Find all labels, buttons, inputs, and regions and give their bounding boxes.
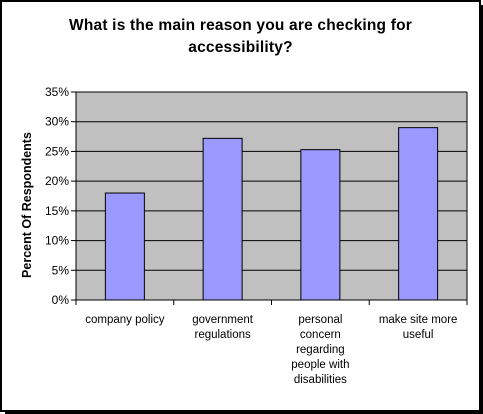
bar (300, 149, 341, 301)
x-tick-label-line: regulations (194, 329, 251, 341)
x-tick-label: make site more useful (370, 313, 466, 343)
bar (202, 137, 243, 301)
x-tick-label-line: make site more (378, 314, 458, 326)
x-tick-label: personal concern regarding people with disab… (272, 313, 368, 388)
x-tick-label-line: people with (291, 359, 350, 371)
x-tick-label: government regulations (175, 313, 271, 343)
frame-shadow-right (479, 5, 483, 414)
x-tick-label-line: regarding (296, 344, 345, 356)
chart-title-line-2: accessibility? (188, 39, 293, 56)
y-tick-label: 10% (45, 234, 69, 248)
y-tick-label: 35% (45, 85, 69, 99)
chart-title-line-1: What is the main reason you are checking… (69, 17, 412, 34)
x-tick-label-line: disabilities (293, 374, 347, 386)
bar (398, 127, 439, 301)
chart-title: What is the main reason you are checking… (0, 15, 481, 59)
y-tick-label: 25% (45, 144, 69, 158)
x-tick-label-line: personal (298, 314, 343, 326)
x-tick-label: company policy (77, 313, 173, 328)
y-tick-label: 15% (45, 204, 69, 218)
x-tick-label-line: government (192, 314, 253, 326)
x-tick-label-line: concern (299, 329, 341, 341)
x-tick-label-line: useful (402, 329, 434, 341)
x-tick-label-line: company policy (85, 314, 165, 326)
y-tick-label: 0% (52, 293, 70, 307)
y-tick-label: 30% (45, 115, 69, 129)
frame-shadow-bottom (5, 410, 483, 414)
y-tick-label: 5% (52, 263, 70, 277)
y-tick-label: 20% (45, 174, 69, 188)
bar (104, 192, 145, 301)
